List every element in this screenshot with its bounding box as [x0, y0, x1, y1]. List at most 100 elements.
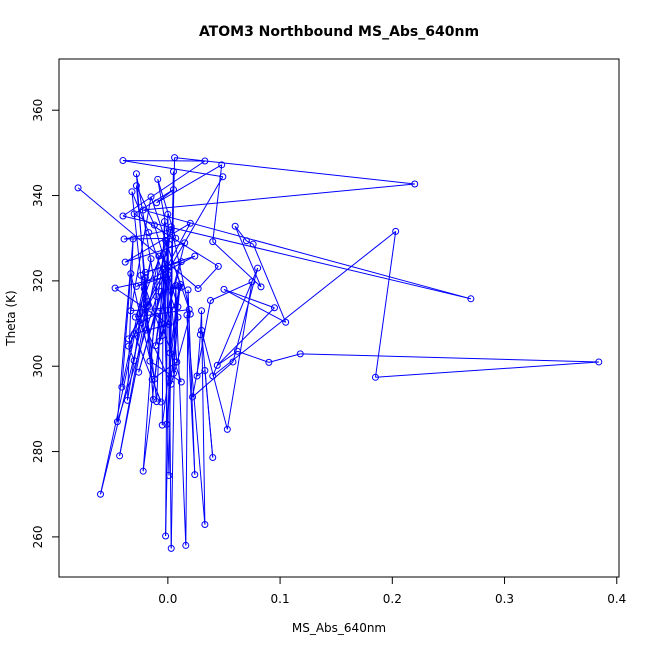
- data-point: [121, 258, 129, 266]
- data-point: [130, 330, 138, 338]
- series-line-segment: [246, 240, 254, 245]
- data-point: [174, 303, 182, 311]
- data-point: [74, 184, 82, 192]
- series-line-segment: [134, 323, 170, 335]
- x-tick-label: 0.0: [158, 592, 177, 606]
- series-line-segment: [234, 226, 262, 288]
- data-point: [147, 255, 155, 263]
- series-line-segment: [156, 164, 222, 204]
- y-tick-label: 260: [31, 525, 45, 548]
- series-line-segment: [375, 361, 599, 378]
- data-point: [174, 313, 182, 321]
- data-point: [160, 218, 168, 226]
- data-point: [171, 154, 179, 162]
- data-point: [111, 284, 119, 292]
- data-point: [186, 219, 194, 227]
- data-point: [185, 305, 193, 313]
- series-line-segment: [128, 223, 191, 340]
- data-point: [186, 310, 194, 318]
- data-point: [167, 223, 175, 231]
- series-line-segment: [161, 287, 182, 336]
- data-point: [209, 238, 217, 246]
- series-line-segment: [143, 183, 415, 211]
- data-point: [595, 358, 603, 366]
- series-line-segment: [147, 244, 170, 306]
- data-point: [150, 221, 158, 229]
- data-point: [167, 544, 175, 552]
- x-tick-label: 0.2: [383, 592, 402, 606]
- series-line-segment: [170, 226, 191, 315]
- data-point: [219, 173, 227, 181]
- series-line-segment: [157, 179, 177, 239]
- series-line-segment: [201, 310, 206, 525]
- series-line-segment: [212, 230, 396, 377]
- series-line-segment: [166, 284, 181, 425]
- data-point: [223, 425, 231, 433]
- data-point: [169, 186, 177, 194]
- data-point: [137, 271, 145, 279]
- data-point: [248, 278, 256, 286]
- data-point: [165, 240, 173, 248]
- series-line-segment: [122, 160, 206, 217]
- series-line-segment: [170, 285, 177, 549]
- data-point: [193, 372, 201, 380]
- data-point: [172, 234, 180, 242]
- data-point: [118, 383, 126, 391]
- data-point: [132, 282, 140, 290]
- data-point: [191, 252, 199, 260]
- data-point: [218, 161, 226, 169]
- series-line-segment: [226, 281, 253, 430]
- data-point: [257, 283, 265, 291]
- y-tick-label: 360: [31, 99, 45, 122]
- series-line-segment: [196, 334, 201, 377]
- series-line-segment: [216, 307, 275, 366]
- series-line-segment: [161, 284, 181, 426]
- series-line-segment: [174, 157, 415, 185]
- data-point: [166, 349, 174, 357]
- series-line-segment: [216, 350, 238, 366]
- y-tick-label: 300: [31, 355, 45, 378]
- data-point: [177, 258, 185, 266]
- data-point: [129, 235, 137, 243]
- data-point: [242, 237, 250, 245]
- data-point: [152, 342, 160, 350]
- plot-area-frame: [58, 58, 620, 578]
- series-line-segment: [126, 239, 134, 401]
- y-axis: 260 280 300 320 340 360: [31, 99, 60, 548]
- series-line-segment: [135, 185, 155, 226]
- data-point: [249, 240, 257, 248]
- data-point: [167, 226, 175, 234]
- data-point: [140, 285, 148, 293]
- y-tick-label: 280: [31, 440, 45, 463]
- series-line-segment: [146, 329, 172, 385]
- data-point: [157, 288, 165, 296]
- data-point: [182, 541, 190, 549]
- series-line-segment: [210, 281, 253, 301]
- data-point: [123, 396, 131, 404]
- data-point: [265, 358, 273, 366]
- series-line-segment: [374, 231, 397, 378]
- data-point: [132, 170, 140, 178]
- series-line-segment: [134, 229, 172, 318]
- data-point: [157, 398, 165, 406]
- x-axis: 0.0 0.1 0.2 0.3 0.4: [158, 576, 626, 606]
- series-line-segment: [126, 258, 152, 401]
- data-point: [213, 361, 221, 369]
- data-point: [139, 467, 147, 475]
- y-tick-label: 340: [31, 184, 45, 207]
- data-point: [158, 421, 166, 429]
- data-point: [147, 193, 155, 201]
- y-tick-label: 320: [31, 269, 45, 292]
- data-point: [163, 420, 171, 428]
- data-point: [181, 239, 189, 247]
- data-point: [116, 452, 124, 460]
- series-line-segment: [122, 215, 471, 300]
- data-point: [169, 168, 177, 176]
- series-line-segment: [128, 176, 224, 340]
- data-point: [201, 366, 209, 374]
- data-point: [282, 318, 290, 326]
- data-point: [130, 210, 138, 218]
- series-line-segment: [157, 179, 170, 245]
